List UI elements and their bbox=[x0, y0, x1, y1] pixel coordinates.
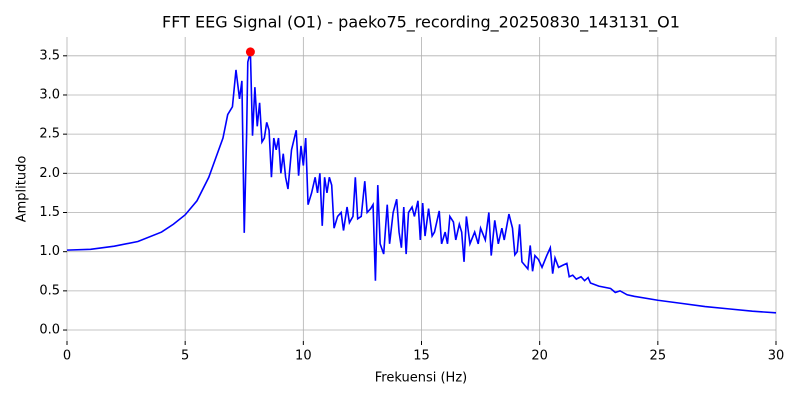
chart-title: FFT EEG Signal (O1) - paeko75_recording_… bbox=[162, 13, 680, 33]
y-tick-label: 0.5 bbox=[39, 283, 60, 298]
y-tick-label: 3.0 bbox=[39, 87, 60, 102]
x-tick-label: 10 bbox=[295, 349, 312, 364]
x-axis-label: Frekuensi (Hz) bbox=[375, 371, 467, 386]
x-tick-label: 0 bbox=[63, 349, 71, 364]
y-tick-label: 1.5 bbox=[39, 205, 60, 220]
y-tick-label: 3.5 bbox=[39, 48, 60, 63]
y-tick-label: 0.0 bbox=[39, 323, 60, 338]
x-tick-label: 5 bbox=[181, 349, 189, 364]
y-axis-label: Amplitudo bbox=[15, 156, 30, 223]
y-tick-label: 2.0 bbox=[39, 166, 60, 181]
fft-line bbox=[66, 51, 777, 314]
x-tick-label: 25 bbox=[650, 349, 667, 364]
y-tick-label: 1.0 bbox=[39, 244, 60, 259]
x-tick-label: 30 bbox=[768, 349, 785, 364]
x-tick-label: 15 bbox=[413, 349, 430, 364]
y-tick-label: 2.5 bbox=[39, 127, 60, 142]
x-tick-label: 20 bbox=[531, 349, 548, 364]
peak-marker bbox=[245, 47, 255, 57]
